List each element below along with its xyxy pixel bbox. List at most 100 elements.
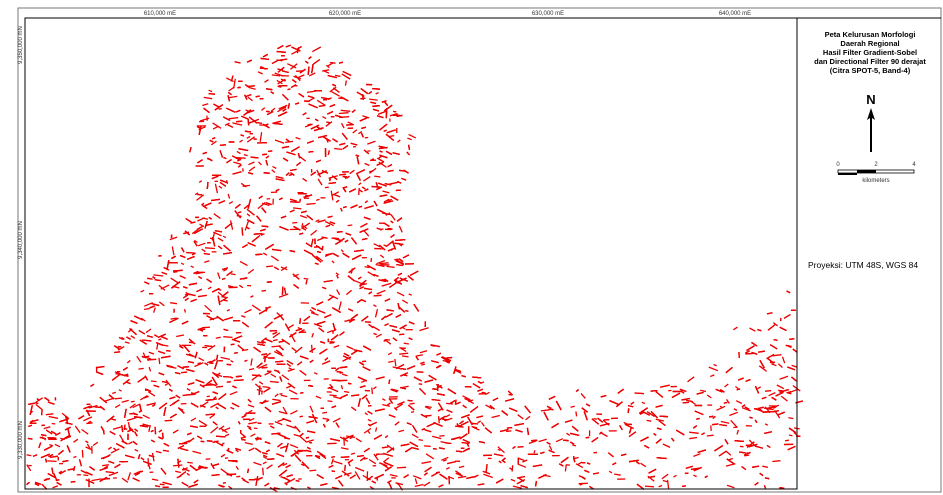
lineament <box>749 417 752 418</box>
lineament <box>312 345 313 353</box>
lineament <box>397 467 406 468</box>
lineament <box>185 309 186 312</box>
lineament <box>348 320 355 321</box>
lineament <box>260 68 268 69</box>
lineament <box>248 469 249 473</box>
lineament <box>482 392 486 393</box>
easting-label: 620,000 mE <box>329 11 361 17</box>
lineament <box>337 232 343 233</box>
lineament <box>308 67 309 75</box>
lineament <box>273 340 278 341</box>
lineament <box>740 446 744 447</box>
lineament <box>288 89 291 90</box>
northing-label: 9,340,000 mN <box>18 221 24 259</box>
lineament <box>329 183 336 184</box>
lineament <box>255 254 262 255</box>
lineament <box>28 438 33 439</box>
lineament <box>187 462 193 463</box>
lineament <box>205 346 213 347</box>
lineament <box>364 458 368 459</box>
lineament <box>322 412 327 413</box>
map-layout: 610,000 mE 620,000 mE 630,000 mE 640,000… <box>0 0 943 495</box>
lineament <box>506 431 511 432</box>
lineament <box>118 347 121 348</box>
lineament <box>304 278 309 279</box>
lineament <box>565 464 566 471</box>
lineament <box>372 187 381 188</box>
map-title: dan Directional Filter 90 derajat <box>814 57 926 66</box>
lineament <box>262 154 267 155</box>
north-label: N <box>866 92 875 107</box>
lineament <box>724 402 728 403</box>
lineament <box>206 414 215 415</box>
lineament <box>300 416 303 417</box>
lineament <box>224 300 228 301</box>
lineament <box>147 278 152 279</box>
lineament <box>114 352 120 353</box>
lineament <box>425 415 432 416</box>
northing-label: 9,330,000 mN <box>18 421 24 459</box>
lineament <box>219 109 222 110</box>
lineament <box>472 377 481 378</box>
lineament <box>217 355 218 360</box>
lineament <box>789 339 794 340</box>
lineament <box>209 94 215 95</box>
lineament <box>346 125 353 126</box>
lineament <box>306 204 315 205</box>
lineament <box>393 111 396 112</box>
lineament <box>151 381 157 382</box>
lineament <box>436 472 440 473</box>
lineament <box>772 461 780 462</box>
lineament <box>332 471 335 472</box>
lineament <box>334 149 342 150</box>
lineament <box>628 408 629 413</box>
lineament <box>563 440 569 441</box>
lineament <box>397 115 403 116</box>
lineament <box>247 86 255 87</box>
lineament <box>357 456 364 457</box>
lineament <box>327 122 330 123</box>
lineament <box>377 477 378 480</box>
lineament <box>330 395 337 396</box>
lineament <box>635 393 644 394</box>
lineament <box>234 353 238 354</box>
scale-bar-segment <box>838 173 857 175</box>
map-title: Daerah Regional <box>840 39 899 48</box>
lineament <box>433 449 437 450</box>
lineament <box>536 481 537 486</box>
lineament <box>432 389 437 390</box>
lineament <box>179 443 187 444</box>
lineament <box>237 87 240 88</box>
lineament <box>302 223 303 227</box>
lineament <box>259 386 260 396</box>
lineament <box>331 457 335 458</box>
lineament <box>374 176 380 177</box>
lineament <box>374 295 382 296</box>
lineament <box>240 278 247 279</box>
lineament <box>651 391 658 392</box>
lineament <box>339 113 349 114</box>
lineament <box>160 484 165 485</box>
lineament <box>340 373 344 374</box>
lineament <box>292 223 297 224</box>
lineament <box>388 229 393 230</box>
lineament <box>625 424 632 425</box>
lineament <box>300 318 301 324</box>
lineament <box>332 380 341 381</box>
lineament <box>173 270 183 271</box>
lineament <box>254 234 263 235</box>
lineament <box>372 89 380 90</box>
lineament <box>456 451 462 452</box>
lineament <box>124 425 125 430</box>
lineament <box>507 428 512 429</box>
lineament <box>163 433 164 439</box>
lineament <box>410 403 415 404</box>
lineament <box>186 253 195 254</box>
lineament <box>101 479 110 480</box>
lineament <box>52 424 56 425</box>
lineament <box>234 380 244 381</box>
lineament <box>238 212 241 213</box>
lineament <box>115 398 122 399</box>
lineament <box>779 488 784 489</box>
lineament <box>216 436 226 437</box>
